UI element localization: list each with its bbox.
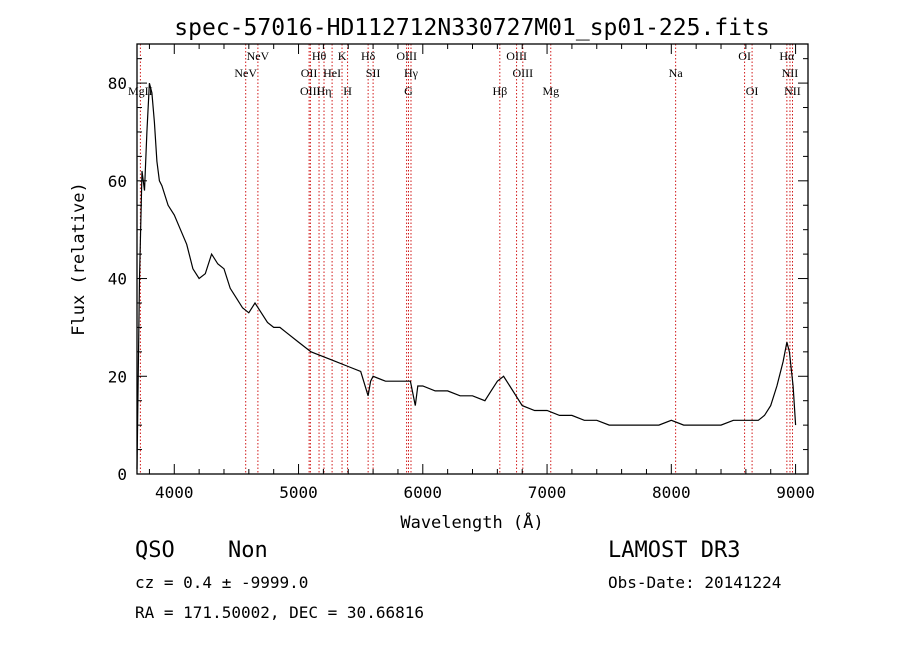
emission-line-label: H <box>343 84 352 98</box>
emission-line-label: Na <box>669 66 684 80</box>
emission-line-label: Hδ <box>361 49 376 63</box>
emission-line-label: Hη <box>317 84 332 98</box>
spectrum-series-line <box>136 82 797 470</box>
object-class: QSO <box>135 538 175 563</box>
emission-line-label: Mg <box>542 84 559 98</box>
emission-line-label: NeV <box>247 49 270 63</box>
emission-line-label: OIII <box>506 49 527 63</box>
emission-line-label: OIII <box>300 84 321 98</box>
y-axis-label: Flux (relative) <box>69 182 89 336</box>
x-axis-label: Wavelength (Å) <box>400 511 543 533</box>
y-tick-label: 40 <box>108 270 127 289</box>
y-tick-label: 20 <box>108 367 127 386</box>
emission-line-label: OIII <box>396 49 417 63</box>
emission-line-label: MgII <box>128 84 153 98</box>
emission-line-label: NII <box>782 66 799 80</box>
emission-line-label: NII <box>784 84 801 98</box>
emission-line-labels: MgII NeV NeV OII OIII Hθ Hη HeI K H Hδ SII OIII Hγ G Hβ… <box>128 49 801 98</box>
emission-line-label: OI <box>738 49 751 63</box>
emission-line-markers <box>139 44 793 474</box>
emission-line-label: Hθ <box>312 49 327 63</box>
y-tick-label: 80 <box>108 74 127 93</box>
axis-ticks: 4000 5000 6000 7000 8000 9000 0 20 40 60 80 <box>108 44 815 502</box>
x-tick-label: 8000 <box>652 483 691 502</box>
ra-dec-coordinates: RA = 171.50002, DEC = 30.66816 <box>135 603 424 622</box>
emission-line-label: HeI <box>323 66 341 80</box>
emission-line-label: Hγ <box>404 66 419 80</box>
observation-date: Obs-Date: 20141224 <box>608 573 782 592</box>
x-tick-label: 6000 <box>404 483 443 502</box>
x-tick-label: 9000 <box>776 483 815 502</box>
emission-line-label: OIII <box>512 66 533 80</box>
y-tick-label: 0 <box>117 465 127 484</box>
x-tick-label: 7000 <box>528 483 567 502</box>
x-tick-label: 5000 <box>279 483 318 502</box>
emission-line-label: Hα <box>779 49 795 63</box>
emission-line-label: K <box>338 49 347 63</box>
emission-line-label: SII <box>366 66 381 80</box>
y-tick-label: 60 <box>108 172 127 191</box>
emission-line-label: G <box>404 84 413 98</box>
object-subclass: Non <box>228 538 268 563</box>
emission-line-label: NeV <box>234 66 257 80</box>
emission-line-label: Hβ <box>492 84 507 98</box>
plot-frame <box>136 43 809 475</box>
survey-name: LAMOST DR3 <box>608 538 741 563</box>
chart-title: spec-57016-HD112712N330727M01_sp01-225.f… <box>174 15 769 41</box>
emission-line-label: OI <box>746 84 759 98</box>
x-tick-label: 4000 <box>155 483 194 502</box>
redshift-cz: cz = 0.4 ± -9999.0 <box>135 573 309 592</box>
emission-line-label: OII <box>301 66 318 80</box>
